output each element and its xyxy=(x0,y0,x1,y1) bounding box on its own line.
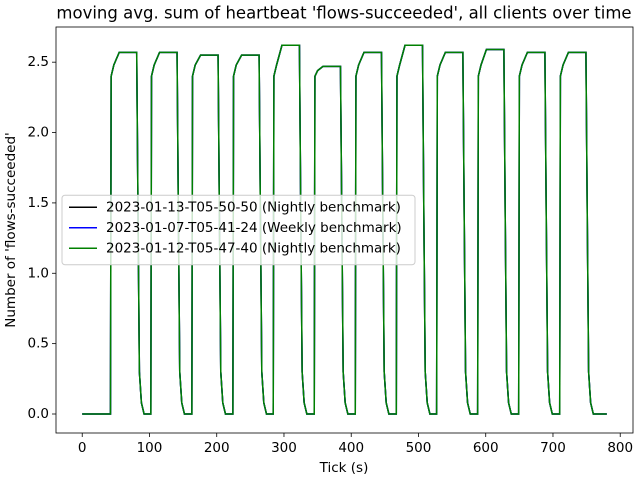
legend-label: 2023-01-12-T05-47-40 (Nightly benchmark) xyxy=(106,240,401,256)
x-tick-label: 200 xyxy=(204,440,230,456)
x-tick-label: 800 xyxy=(607,440,633,456)
x-tick-label: 100 xyxy=(137,440,163,456)
plot-frame xyxy=(55,26,634,434)
y-tick-label: 1.5 xyxy=(28,195,49,211)
x-tick-label: 500 xyxy=(406,440,432,456)
series-line xyxy=(82,44,607,415)
legend-label: 2023-01-13-T05-50-50 (Nightly benchmark) xyxy=(106,199,401,215)
y-axis-label: Number of 'flows-succeeded' xyxy=(3,132,19,327)
x-tick-label: 300 xyxy=(271,440,297,456)
chart-title: moving avg. sum of heartbeat 'flows-succ… xyxy=(56,4,631,23)
x-tick-label: 700 xyxy=(540,440,566,456)
y-tick-label: 2.0 xyxy=(28,125,49,141)
y-tick-label: 0.5 xyxy=(28,336,49,352)
y-tick-label: 1.0 xyxy=(28,265,49,281)
legend-label: 2023-01-07-T05-41-24 (Weekly benchmark) xyxy=(106,220,402,236)
x-axis-label: Tick (s) xyxy=(319,460,369,476)
x-tick-label: 0 xyxy=(78,440,87,456)
x-tick-label: 400 xyxy=(338,440,364,456)
y-tick-label: 2.5 xyxy=(28,54,49,70)
x-tick-label: 600 xyxy=(473,440,499,456)
legend-box xyxy=(61,194,416,266)
y-tick-label: 0.0 xyxy=(28,406,49,422)
